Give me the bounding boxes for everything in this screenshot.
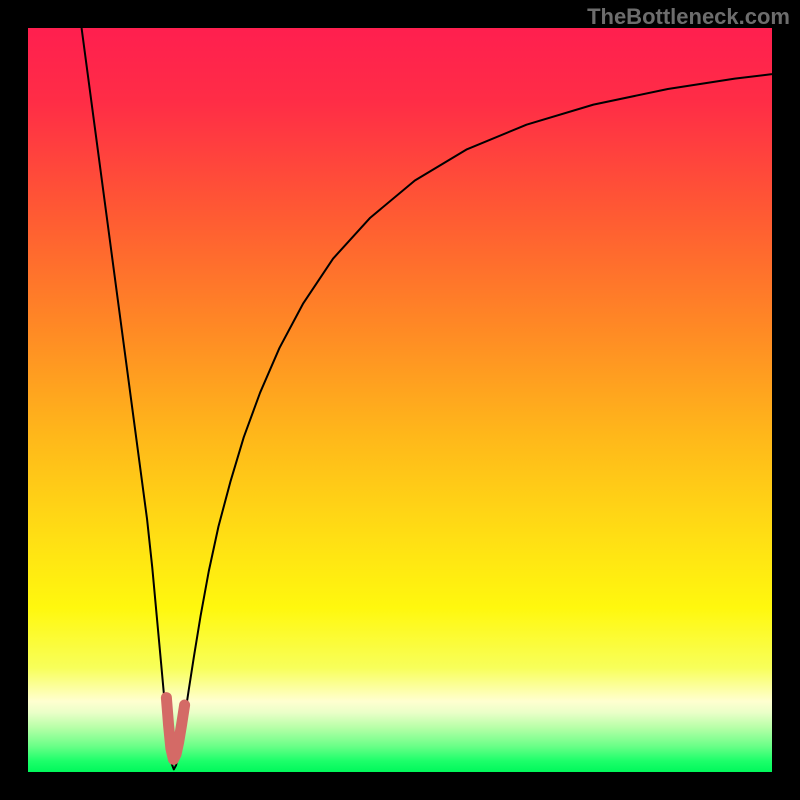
plot-area [28,28,772,772]
gradient-background [28,28,772,772]
chart-frame: TheBottleneck.com [0,0,800,800]
plot-svg [28,28,772,772]
watermark-text: TheBottleneck.com [587,4,790,30]
